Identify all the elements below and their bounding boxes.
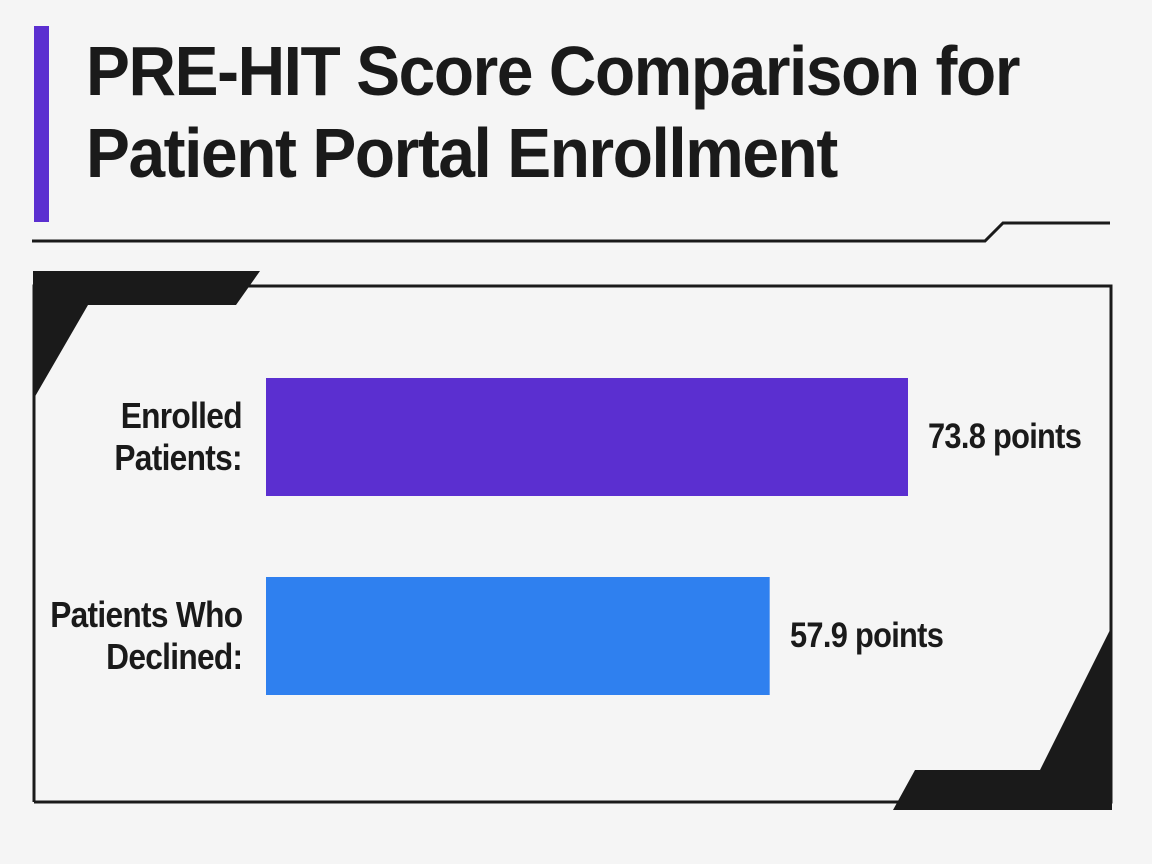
value-label-declined: 57.9 points <box>789 616 944 655</box>
value-label-enrolled: 73.8 points <box>928 417 1082 456</box>
corner-decoration-top-left <box>33 271 260 400</box>
bars-layer <box>266 378 908 695</box>
bar-patients-who-declined <box>266 577 770 695</box>
category-label-enrolled: Enrolled Patients: <box>114 395 243 479</box>
title-line-2: Patient Portal Enrollment <box>86 114 838 192</box>
category-label-line: Patients Who <box>49 594 243 635</box>
title-accent-bar <box>34 26 49 222</box>
panel-frame <box>32 284 1113 804</box>
title-line-1: PRE-HIT Score Comparison for <box>86 32 1020 110</box>
category-label-line: Declined: <box>105 636 243 677</box>
category-label-line: Patients: <box>114 437 243 478</box>
chart-title: PRE-HIT Score Comparison for Patient Por… <box>86 30 1045 194</box>
corner-decoration-bottom-right <box>893 626 1112 810</box>
category-label-line: Enrolled <box>120 395 243 436</box>
bar-enrolled-patients <box>266 378 908 496</box>
category-label-declined: Patients Who Declined: <box>49 594 243 678</box>
